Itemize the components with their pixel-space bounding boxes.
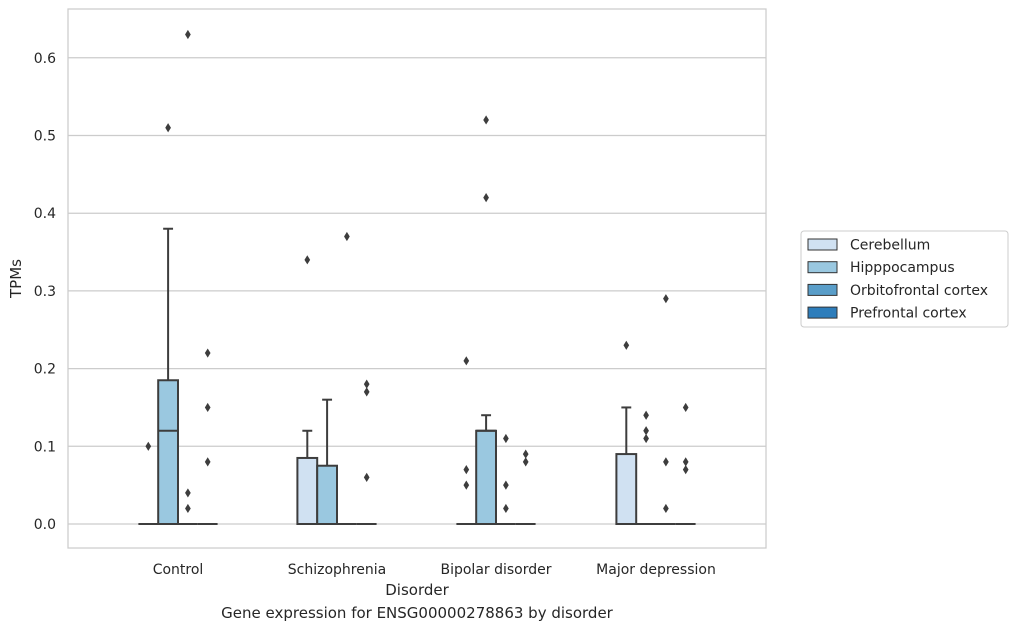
outlier-point: [483, 193, 489, 203]
outlier-point: [145, 441, 152, 451]
legend-entry: Hipppocampus: [850, 260, 955, 276]
outlier-point: [463, 465, 470, 475]
outlier-point: [663, 457, 669, 467]
outlier-point: [185, 488, 191, 498]
outlier-point: [463, 480, 470, 490]
outlier-point: [304, 255, 311, 265]
box-body: [157, 379, 179, 525]
plot-frame: [67, 8, 767, 549]
y-tick-label: 0.4: [34, 206, 56, 222]
legend-swatch: [807, 261, 838, 274]
outlier-point: [185, 503, 191, 514]
box-group: [456, 356, 477, 525]
y-tick-label: 0.6: [34, 51, 56, 67]
x-tick-label: Bipolar disorder: [440, 562, 551, 578]
box-group: [615, 340, 638, 526]
box-group: [296, 255, 319, 525]
outlier-point: [682, 402, 689, 413]
axis-ticks: 0.0 0.1 0.2 0.3 0.4 0.5 0.6 Control Schizophreni…: [34, 51, 716, 578]
outlier-point: [682, 465, 689, 475]
outlier-point: [204, 348, 211, 358]
outlier-point: [204, 457, 211, 467]
y-axis-label: TPMs: [7, 259, 25, 299]
box-group: [316, 398, 339, 526]
box-group: [337, 231, 357, 525]
outlier-point: [663, 294, 669, 304]
outlier-point: [503, 433, 509, 444]
outlier-point: [344, 231, 350, 242]
outlier-point: [363, 387, 370, 397]
legend: Cerebellum Hipppocampus Orbitofrontal cort…: [800, 230, 1009, 328]
legend-swatch: [807, 306, 838, 319]
x-tick-label: Major depression: [596, 562, 716, 578]
outlier-point: [522, 457, 529, 467]
box-body: [316, 464, 339, 526]
y-tick-label: 0.0: [34, 517, 56, 533]
box-group: [515, 449, 536, 525]
legend-swatch: [807, 238, 838, 251]
box-group: [656, 294, 676, 525]
box-group: [475, 115, 498, 526]
outlier-point: [663, 503, 669, 514]
y-tick-label: 0.5: [34, 129, 56, 145]
outlier-point: [643, 410, 649, 420]
box-body: [475, 429, 498, 526]
outlier-point: [185, 29, 191, 40]
box-group: [138, 441, 159, 525]
outlier-point: [682, 457, 689, 467]
y-tick-label: 0.1: [34, 439, 56, 455]
legend-entry: Orbitofrontal cortex: [850, 283, 988, 299]
y-tick-label: 0.3: [34, 284, 56, 300]
figure-caption: Gene expression for ENSG00000278863 by d…: [221, 604, 613, 622]
outlier-point: [363, 472, 370, 482]
x-tick-label: Schizophrenia: [288, 562, 386, 578]
legend-swatch: [807, 283, 838, 296]
box-group: [178, 29, 198, 525]
box-group: [157, 123, 179, 525]
outlier-point: [363, 379, 370, 389]
outlier-point: [522, 449, 529, 459]
x-axis-label: Disorder: [385, 581, 449, 599]
outlier-point: [483, 115, 489, 125]
outlier-point: [643, 426, 649, 436]
boxes: [138, 29, 696, 526]
outlier-point: [623, 340, 630, 350]
box-body: [296, 456, 319, 525]
box-group: [496, 433, 516, 525]
outlier-point: [503, 480, 509, 490]
outlier-point: [204, 402, 211, 413]
legend-entry: Prefrontal cortex: [850, 306, 967, 322]
box-group: [197, 348, 218, 525]
grid-lines: [68, 57, 766, 525]
box-group: [636, 410, 656, 525]
box-group: [356, 379, 377, 525]
box-group: [675, 402, 696, 525]
y-tick-label: 0.2: [34, 362, 56, 378]
outlier-point: [165, 123, 171, 133]
outlier-point: [463, 356, 470, 366]
outlier-point: [643, 433, 649, 444]
outlier-point: [503, 503, 509, 514]
legend-frame: [800, 230, 1009, 328]
legend-entry: Cerebellum: [850, 238, 930, 254]
box-body: [615, 453, 638, 526]
x-tick-label: Control: [153, 562, 204, 578]
